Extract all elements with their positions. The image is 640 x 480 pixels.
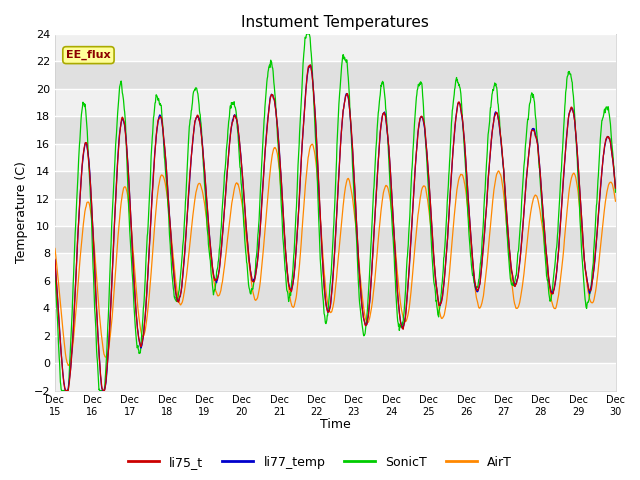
Bar [55,171,616,199]
Bar [55,253,616,281]
Bar [55,34,616,61]
Bar [55,199,616,226]
Bar [55,281,616,308]
Bar [55,89,616,116]
Bar [55,116,616,144]
Bar [55,363,616,391]
Text: EE_flux: EE_flux [66,50,111,60]
X-axis label: Time: Time [320,419,351,432]
Bar [55,144,616,171]
Bar [55,336,616,363]
Bar [55,308,616,336]
Title: Instument Temperatures: Instument Temperatures [241,15,429,30]
Y-axis label: Temperature (C): Temperature (C) [15,161,28,263]
Bar [55,226,616,253]
Bar [55,61,616,89]
Legend: li75_t, li77_temp, SonicT, AirT: li75_t, li77_temp, SonicT, AirT [123,451,517,474]
